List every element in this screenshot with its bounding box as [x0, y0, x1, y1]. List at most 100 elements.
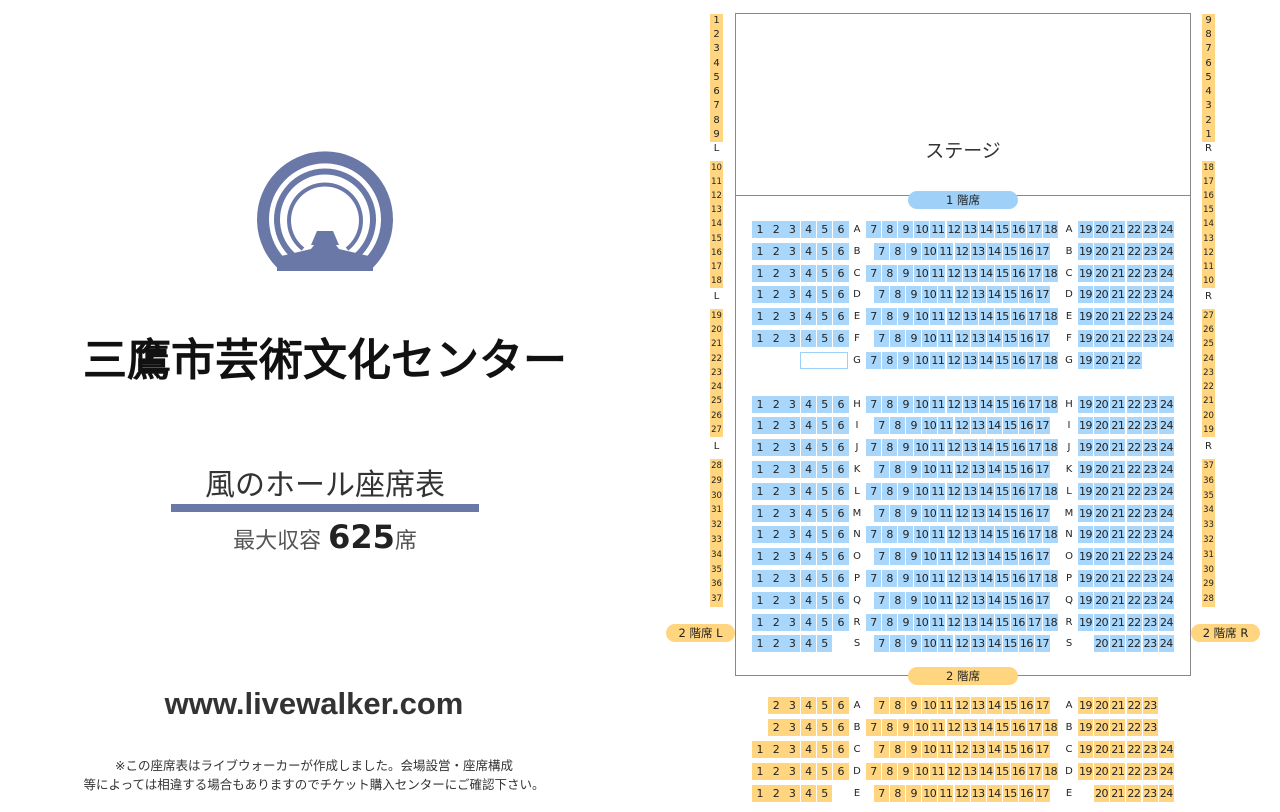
seat[interactable]: 16: [1010, 439, 1026, 457]
seat[interactable]: 19: [1078, 330, 1093, 347]
seat[interactable]: 11: [930, 763, 946, 780]
seat[interactable]: 13: [962, 570, 978, 587]
seat[interactable]: 17: [1035, 741, 1050, 758]
seat[interactable]: 8: [713, 114, 720, 126]
seat[interactable]: 13: [970, 591, 986, 609]
seat[interactable]: 34: [1203, 505, 1214, 516]
seat[interactable]: 10: [922, 330, 938, 347]
seat[interactable]: 15: [994, 308, 1010, 326]
seat[interactable]: 2: [768, 548, 784, 566]
seat[interactable]: 11: [938, 330, 954, 347]
seat[interactable]: 13: [962, 395, 978, 413]
seat[interactable]: 11: [938, 741, 954, 758]
seat[interactable]: 3: [784, 221, 800, 238]
seat[interactable]: 24: [1159, 741, 1174, 758]
seat[interactable]: 11: [930, 308, 946, 326]
seat[interactable]: 7: [874, 242, 889, 260]
seat[interactable]: 3: [784, 526, 800, 544]
seat[interactable]: 1: [752, 308, 768, 326]
seat[interactable]: 21: [1110, 242, 1126, 260]
seat[interactable]: 13: [970, 548, 986, 566]
seat[interactable]: 22: [1126, 548, 1142, 566]
seat[interactable]: 5: [816, 330, 833, 347]
seat[interactable]: 1: [752, 482, 768, 500]
seat[interactable]: 8: [882, 264, 898, 282]
seat[interactable]: 4: [800, 635, 817, 653]
seat[interactable]: 8: [890, 741, 906, 758]
seat[interactable]: 2: [768, 741, 784, 758]
seat[interactable]: 15: [994, 526, 1010, 544]
seat[interactable]: 21: [1110, 591, 1126, 609]
seat[interactable]: 4: [800, 417, 817, 435]
seat[interactable]: 22: [1126, 242, 1142, 260]
seat[interactable]: 19: [711, 311, 722, 321]
seat[interactable]: 19: [1078, 308, 1093, 326]
seat[interactable]: 8: [882, 221, 898, 238]
seat[interactable]: 23: [1142, 526, 1158, 544]
seat[interactable]: 23: [1142, 395, 1158, 413]
seat[interactable]: 8: [890, 785, 906, 802]
seat[interactable]: 20: [1094, 395, 1110, 413]
seat[interactable]: 6: [833, 417, 849, 435]
seat[interactable]: 8: [882, 482, 898, 500]
seat[interactable]: 12: [946, 264, 962, 282]
seat[interactable]: 22: [1126, 785, 1142, 802]
seat[interactable]: 2: [768, 785, 784, 802]
seat[interactable]: 6: [1205, 57, 1212, 69]
seat[interactable]: 15: [1002, 286, 1018, 304]
seat[interactable]: 29: [1203, 579, 1214, 590]
seat[interactable]: 9: [906, 242, 922, 260]
seat[interactable]: 22: [1126, 719, 1142, 736]
seat[interactable]: 7: [866, 221, 881, 238]
seat[interactable]: 15: [994, 395, 1010, 413]
seat[interactable]: 26: [1203, 325, 1214, 336]
seat[interactable]: 7: [866, 763, 881, 780]
seat[interactable]: 18: [1043, 763, 1059, 780]
side-balcony-seats[interactable]: 28 29 30 31 32 33 34 35 36 37: [710, 459, 723, 607]
seat[interactable]: 17: [1027, 351, 1042, 369]
seat[interactable]: 20: [1094, 417, 1110, 435]
seat[interactable]: 18: [1203, 163, 1214, 173]
seat[interactable]: 14: [978, 439, 994, 457]
seat[interactable]: 21: [1110, 308, 1126, 326]
seat[interactable]: 16: [1010, 482, 1026, 500]
seat[interactable]: 18: [1043, 308, 1059, 326]
seat[interactable]: 9: [906, 591, 922, 609]
seat[interactable]: 24: [711, 382, 722, 393]
seat[interactable]: 5: [816, 482, 833, 500]
seat[interactable]: 13: [970, 697, 986, 714]
seat[interactable]: 20: [1094, 635, 1109, 653]
seat[interactable]: 5: [816, 242, 833, 260]
seat[interactable]: 1: [752, 741, 768, 758]
seat[interactable]: 19: [1078, 504, 1093, 522]
seat[interactable]: 13: [962, 613, 978, 631]
seat[interactable]: 20: [1094, 548, 1110, 566]
seat[interactable]: 11: [930, 264, 946, 282]
seat[interactable]: 15: [1002, 741, 1018, 758]
seat[interactable]: 7: [874, 635, 889, 653]
seat[interactable]: 22: [711, 353, 722, 364]
seat[interactable]: 14: [978, 526, 994, 544]
seat[interactable]: 16: [1010, 308, 1026, 326]
seat[interactable]: 17: [1027, 719, 1042, 736]
seat[interactable]: 2: [768, 504, 784, 522]
seat[interactable]: 7: [866, 570, 881, 587]
seat[interactable]: 11: [930, 482, 946, 500]
seat[interactable]: 7: [866, 526, 881, 544]
seat[interactable]: 6: [833, 591, 849, 609]
side-balcony-seats[interactable]: 19 20 21 22 23 24 25 26 27: [710, 309, 723, 437]
seat[interactable]: 20: [1094, 330, 1110, 347]
seat[interactable]: 6: [833, 697, 849, 714]
seat[interactable]: 21: [1110, 763, 1126, 780]
seat[interactable]: 10: [922, 461, 938, 478]
seat[interactable]: 9: [898, 439, 914, 457]
seat[interactable]: 15: [1002, 242, 1018, 260]
seat[interactable]: 9: [898, 482, 914, 500]
seat[interactable]: 9: [906, 286, 922, 304]
seat[interactable]: 17: [1035, 785, 1050, 802]
seat[interactable]: 3: [784, 286, 800, 304]
seat[interactable]: 5: [816, 395, 833, 413]
seat[interactable]: 12: [954, 242, 970, 260]
seat[interactable]: 12: [954, 417, 970, 435]
seat[interactable]: 13: [962, 351, 978, 369]
